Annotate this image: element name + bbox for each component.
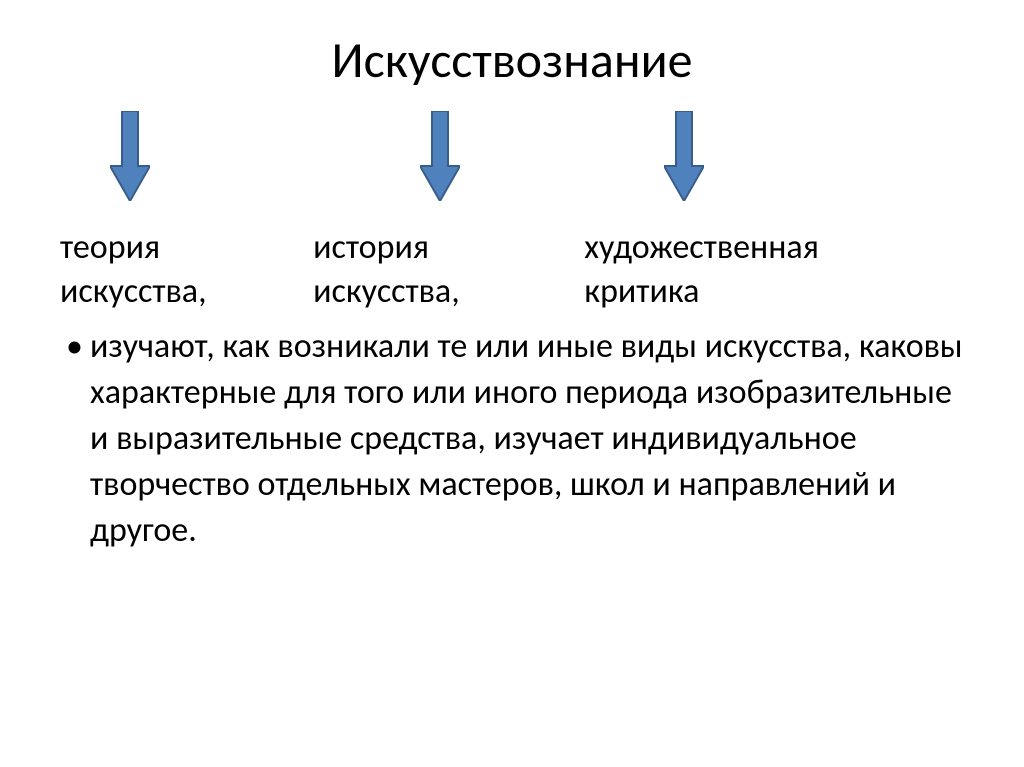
branch-criticism-line1: художественная [584, 226, 964, 270]
arrow-down-icon [110, 111, 150, 201]
bullet-marker: • [60, 324, 90, 370]
arrow-down-icon [664, 111, 704, 201]
slide-title: Искусствознание [60, 30, 964, 91]
branch-history-line2: искусства, [313, 270, 584, 314]
branch-criticism: художественная критика [584, 226, 964, 314]
slide: Искусствознание теория искусства, истори… [0, 0, 1024, 767]
branch-criticism-line2: критика [584, 270, 964, 314]
branch-theory: теория искусства, [60, 226, 313, 314]
branch-history: история искусства, [313, 226, 584, 314]
branch-theory-line2: искусства, [60, 270, 313, 314]
branches-row: теория искусства, история искусства, худ… [60, 226, 964, 314]
arrow-cell-2 [295, 111, 584, 201]
arrow-down-icon [420, 111, 460, 201]
branch-theory-line1: теория [60, 226, 313, 270]
bullet-text: изучают, как возникали те или иные виды … [90, 324, 964, 553]
arrow-cell-1 [60, 111, 295, 201]
arrows-row [60, 111, 964, 201]
arrow-cell-3 [584, 111, 964, 201]
branch-history-line1: история [313, 226, 584, 270]
bullet-block: • изучают, как возникали те или иные вид… [60, 324, 964, 553]
